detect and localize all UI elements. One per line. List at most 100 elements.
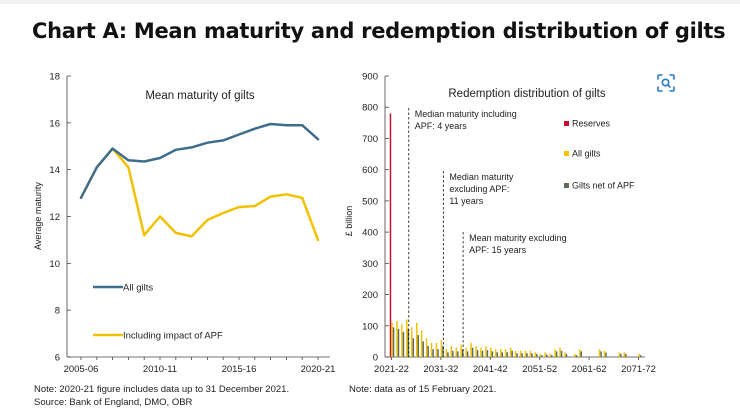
left-y-tick-label: 16 xyxy=(49,118,60,129)
bar-gilts-net-apf xyxy=(466,351,469,357)
left-y-tick-label: 14 xyxy=(49,165,60,176)
bar-all-gilts xyxy=(623,352,625,357)
left-y-tick-label: 18 xyxy=(49,72,60,83)
right-y-tick-label: 400 xyxy=(362,228,378,239)
left-y-tick-label: 6 xyxy=(55,353,60,364)
bar-all-gilts xyxy=(465,347,467,357)
bar-all-gilts xyxy=(455,347,457,357)
bar-all-gilts xyxy=(425,338,428,357)
bar-all-gilts xyxy=(559,347,561,357)
legend-label-reserves: Reserves xyxy=(572,119,611,129)
right-y-tick-label: 100 xyxy=(362,321,378,332)
bar-all-gilts xyxy=(524,350,527,357)
bar-all-gilts xyxy=(574,353,576,357)
left-note: Note: 2020-21 figure includes data up to… xyxy=(34,384,290,395)
right-x-tick-label: 2051-52 xyxy=(522,364,557,375)
bar-all-gilts xyxy=(470,342,472,357)
left-y-axis-label: Average maturity xyxy=(33,182,43,250)
bar-all-gilts xyxy=(495,349,497,357)
bar-gilts-net-apf xyxy=(402,332,405,357)
bar-gilts-net-apf xyxy=(486,350,489,357)
right-x-tick-label: 2041-42 xyxy=(473,364,508,375)
bar-all-gilts xyxy=(618,352,621,357)
left-x-tick-label: 2020-21 xyxy=(301,364,336,375)
bar-gilts-net-apf xyxy=(639,355,642,357)
legend-label-including-apf: Including impact of APF xyxy=(123,331,223,342)
visual-search-icon[interactable] xyxy=(655,72,677,94)
bar-all-gilts xyxy=(445,349,448,357)
bar-gilts-net-apf xyxy=(417,335,420,357)
left-legend: All gilts Including impact of APF xyxy=(93,283,223,342)
right-x-tick-label: 2071-72 xyxy=(621,364,656,375)
bar-all-gilts xyxy=(411,327,413,357)
bar-all-gilts xyxy=(475,346,477,357)
right-y-tick-label: 500 xyxy=(362,196,378,207)
bar-gilts-net-apf xyxy=(392,327,395,357)
right-legend: Reserves All gilts Gilts net of APF xyxy=(564,119,635,191)
annotation-text: APF: 15 years xyxy=(469,245,527,255)
bar-gilts-net-apf xyxy=(565,353,568,357)
left-chart-title: Mean maturity of gilts xyxy=(145,90,255,102)
bar-gilts-net-apf xyxy=(462,349,464,357)
bar-all-gilts xyxy=(539,353,541,357)
bar-gilts-net-apf xyxy=(546,354,548,357)
legend-swatch-reserves xyxy=(564,121,569,126)
bar-all-gilts xyxy=(415,322,418,357)
right-y-tick-label: 0 xyxy=(373,353,378,364)
bar-all-gilts xyxy=(529,350,532,357)
bar-all-gilts xyxy=(490,347,492,357)
bar-all-gilts xyxy=(430,342,433,357)
bar-gilts-net-apf xyxy=(580,351,583,357)
bar-gilts-net-apf xyxy=(550,355,553,357)
bar-all-gilts xyxy=(509,347,512,357)
bar-gilts-net-apf xyxy=(491,351,494,357)
bar-gilts-net-apf xyxy=(501,352,504,357)
left-y-tick-label: 8 xyxy=(55,306,60,317)
bar-all-gilts xyxy=(391,322,393,357)
line-including-apf xyxy=(79,147,320,242)
bar-gilts-net-apf xyxy=(481,350,484,357)
legend-swatch-gilts-net-apf xyxy=(564,183,569,188)
annotation-text: Mean maturity excluding xyxy=(469,233,567,243)
bar-all-gilts xyxy=(435,342,438,357)
top-edge-bar xyxy=(0,0,740,4)
bar-gilts-net-apf xyxy=(516,353,518,357)
legend-label-all-gilts-bars: All gilts xyxy=(572,149,601,159)
bar-all-gilts xyxy=(480,347,482,357)
right-note: Note: data as of 15 February 2021. xyxy=(349,384,497,395)
bar-all-gilts xyxy=(420,330,423,357)
left-y-tick-label: 12 xyxy=(49,212,60,223)
bar-gilts-net-apf xyxy=(476,350,479,357)
right-chart-title: Redemption distribution of gilts xyxy=(448,88,605,100)
visual-search-icon-graphic xyxy=(657,74,675,92)
bar-all-gilts xyxy=(554,349,556,357)
right-y-tick-label: 600 xyxy=(362,165,378,176)
bar-gilts-net-apf xyxy=(625,353,627,357)
bar-all-gilts xyxy=(598,349,601,357)
right-y-tick-label: 200 xyxy=(362,290,378,301)
bar-gilts-net-apf xyxy=(447,352,449,357)
legend-label-all-gilts: All gilts xyxy=(123,283,153,294)
annotation-text: Median maturity including xyxy=(415,109,517,119)
annotation-text: excluding APF: xyxy=(449,184,509,194)
bar-gilts-net-apf xyxy=(605,352,607,357)
bar-gilts-net-apf xyxy=(600,351,602,357)
bar-all-gilts xyxy=(401,324,403,357)
bar-gilts-net-apf xyxy=(471,347,474,357)
bar-gilts-net-apf xyxy=(541,355,543,357)
right-y-tick-label: 700 xyxy=(362,134,378,145)
bar-gilts-net-apf xyxy=(422,341,424,357)
redemption-distribution-chart: Redemption distribution of gilts £ billi… xyxy=(344,72,656,376)
bar-gilts-net-apf xyxy=(457,351,459,357)
bar-all-gilts xyxy=(603,350,606,357)
right-x-tick-label: 2021-22 xyxy=(374,364,409,375)
bar-all-gilts xyxy=(534,352,537,357)
bar-all-gilts xyxy=(460,344,462,357)
bar-gilts-net-apf xyxy=(526,353,528,357)
bar-all-gilts xyxy=(504,349,507,357)
right-x-tick-label: 2031-32 xyxy=(423,364,458,375)
right-y-tick-label: 300 xyxy=(362,259,378,270)
bar-all-gilts xyxy=(544,352,546,357)
bar-gilts-net-apf xyxy=(575,355,578,357)
